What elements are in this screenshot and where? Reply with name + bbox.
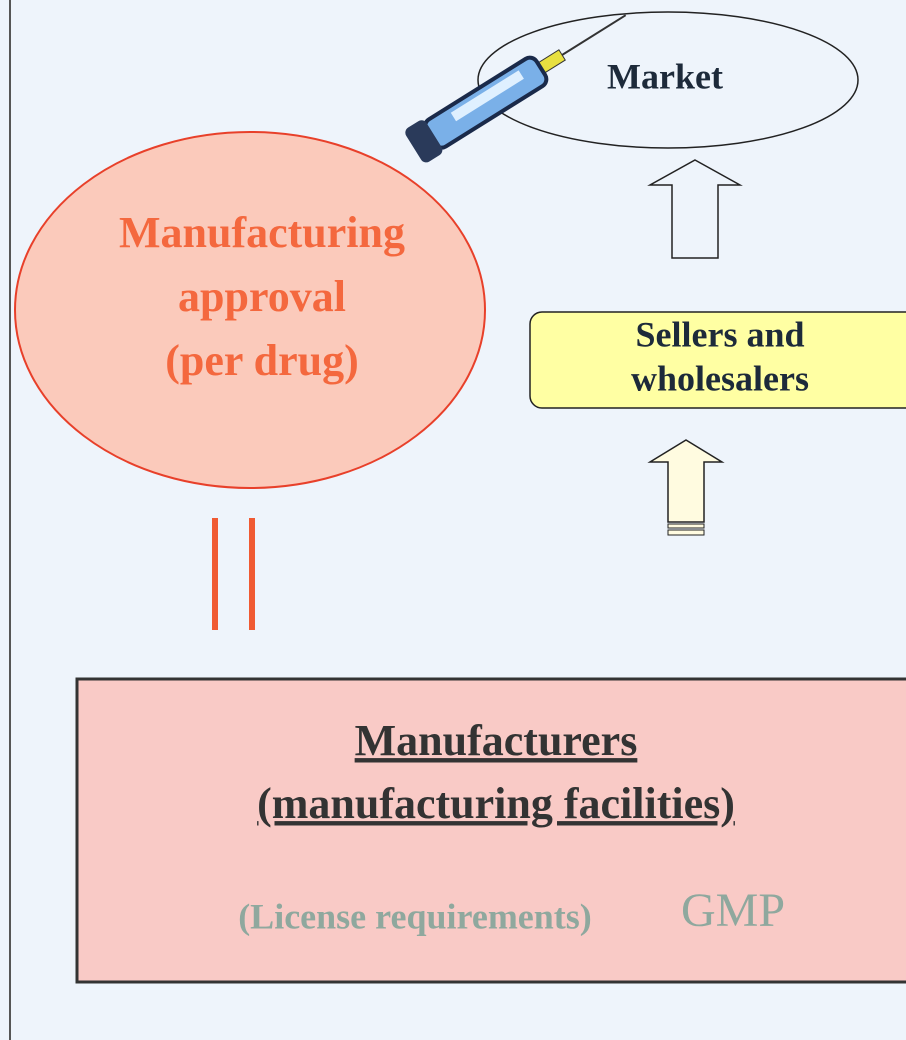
sellers-line: wholesalers <box>631 358 809 398</box>
manufacturers-title: Manufacturers <box>355 716 638 765</box>
market-label: Market <box>607 56 723 96</box>
approval-line: (per drug) <box>165 336 359 385</box>
page: Market Manufacturing approval (per drug)… <box>0 0 906 1040</box>
approval-line: Manufacturing <box>119 208 405 257</box>
arrow-stripe <box>668 530 704 535</box>
sellers-line: Sellers and <box>635 314 804 354</box>
approval-line: approval <box>178 272 346 321</box>
arrow-stripe <box>668 524 704 528</box>
requirements-label: (License requirements) <box>238 896 592 936</box>
manufacturers-title: (manufacturing facilities) <box>257 779 735 828</box>
diagram: Market Manufacturing approval (per drug)… <box>0 0 906 1040</box>
gmp-label: GMP <box>681 884 785 937</box>
